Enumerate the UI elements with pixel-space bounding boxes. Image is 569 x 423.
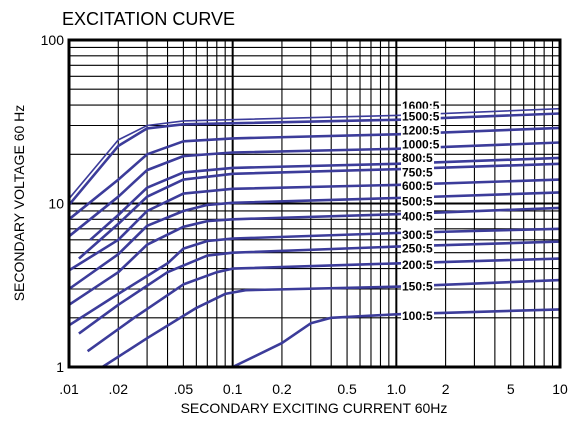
- series-line-1000-5: [68, 141, 561, 238]
- series-lines: [68, 107, 561, 369]
- y-tick-label: 10: [48, 196, 64, 212]
- series-label-bg: [401, 227, 435, 243]
- series-label: 300:5: [402, 228, 433, 242]
- series-label: 250:5: [402, 242, 433, 256]
- x-tick-label: 5: [507, 381, 515, 397]
- x-axis-label: SECONDARY EXCITING CURRENT 60Hz: [181, 400, 448, 416]
- x-tick-labels: .01 .02 .05 0.1 0.2 0.5 1.0 2 5 10: [59, 381, 568, 397]
- series-label: 1200:5: [402, 123, 440, 137]
- series-line-200-5: [86, 257, 561, 353]
- series-label: 1000:5: [402, 137, 440, 151]
- series-label-bg: [401, 136, 441, 152]
- series-line-800-5: [89, 156, 561, 241]
- x-tick-label: .02: [109, 381, 129, 397]
- x-tick-label: 0.2: [272, 381, 292, 397]
- series-line-150-5: [101, 278, 561, 369]
- x-tick-label: 1.0: [387, 381, 407, 397]
- series-label: 100:5: [402, 309, 433, 323]
- series-line-600-5: [68, 178, 561, 272]
- x-tick-label: 0.1: [223, 381, 243, 397]
- series-label: 600:5: [402, 179, 433, 193]
- series-label: 150:5: [402, 280, 433, 294]
- series-label: 800:5: [402, 151, 433, 165]
- x-tick-label: 0.5: [337, 381, 357, 397]
- series-label-bg: [401, 149, 435, 165]
- y-tick-label: 1: [56, 359, 64, 375]
- x-tick-label: 10: [552, 381, 568, 397]
- series-label-bg: [401, 257, 435, 273]
- series-line-250-5: [78, 240, 561, 335]
- chart-title: EXCITATION CURVE: [62, 9, 235, 29]
- series-line-300-5: [68, 227, 561, 327]
- series-label: 400:5: [402, 210, 433, 224]
- series-line-750-5: [78, 162, 561, 260]
- series-label-bg: [401, 208, 435, 224]
- series-label: 750:5: [402, 165, 433, 179]
- y-tick-label: 100: [41, 32, 65, 48]
- series-label-bg: [401, 278, 435, 294]
- y-axis-label: SECONDARY VOLTAGE 60 Hz: [11, 105, 27, 302]
- series-label-bg: [401, 122, 441, 138]
- series-label: 200:5: [402, 258, 433, 272]
- series-label-bg: [401, 164, 435, 180]
- series-label-bg: [401, 193, 435, 209]
- series-line-400-5: [68, 206, 561, 306]
- series-line-1200-5: [68, 126, 561, 221]
- grid: [69, 40, 560, 367]
- plot-frame: [67, 38, 562, 369]
- series-label-bg: [401, 240, 435, 256]
- series-label: 1500:5: [402, 110, 440, 124]
- series-labels: 1600:51500:51200:51000:5800:5750:5600:55…: [401, 97, 441, 324]
- series-label: 500:5: [402, 194, 433, 208]
- series-label-bg: [401, 308, 435, 324]
- x-tick-label: 2: [442, 381, 450, 397]
- x-tick-label: .05: [174, 381, 194, 397]
- series-label-bg: [401, 108, 441, 124]
- series-line-500-5: [68, 191, 561, 291]
- y-tick-labels: 1 10 100: [41, 32, 65, 375]
- series-label-bg: [401, 177, 435, 193]
- x-tick-label: .01: [59, 381, 79, 397]
